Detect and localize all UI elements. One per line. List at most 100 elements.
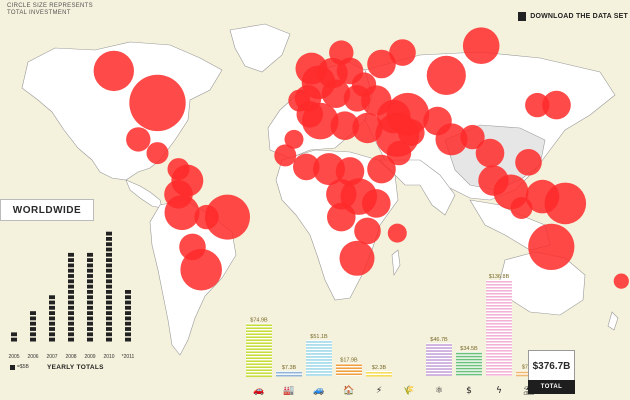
sector-bar-bg [336,363,362,376]
yearly-block [49,295,55,300]
investment-bubble[interactable] [284,129,304,149]
investment-bubble[interactable] [475,138,505,168]
yearly-block [49,300,55,305]
yearly-block [30,337,36,342]
investment-bubble[interactable] [367,49,396,79]
investment-bubble[interactable] [460,124,485,150]
investment-bubble[interactable] [510,197,533,219]
investment-bubble[interactable] [339,240,375,276]
sector-bar-stripe [486,359,512,361]
yearly-block [106,274,112,278]
sector-bar-stripe [426,365,452,367]
investment-bubble[interactable] [515,149,542,176]
sector-bar[interactable]: $17.9B [336,357,362,376]
investment-bubble[interactable] [362,189,391,218]
yearly-block [87,305,93,310]
sector-bar[interactable]: $136.8B [486,274,512,376]
sector-bar-stripe [486,305,512,307]
investment-bubble[interactable] [613,273,629,289]
year-tick-label: 2009 [84,354,95,360]
investment-bubble[interactable] [321,79,351,108]
sector-bar-stripe [486,338,512,340]
investment-bubble[interactable] [326,179,357,210]
yearly-block [87,263,93,268]
yearly-block [49,311,55,315]
sector-bar-stripe [246,366,272,369]
sector-value-label: $17.9B [340,357,358,363]
bolt-icon: ϟ [496,386,502,396]
sector-bar-stripe [456,352,482,355]
investment-bubble[interactable] [329,40,354,65]
investment-bubble[interactable] [352,112,383,144]
yearly-block [125,321,131,326]
investment-bubble[interactable] [354,217,381,245]
investment-bubble[interactable] [194,204,219,230]
investment-bubble[interactable] [462,27,500,64]
sector-bar-stripe [486,302,512,304]
yearly-block [125,337,131,342]
year-tick-label: 2008 [65,354,76,360]
investment-bubble[interactable] [351,72,377,97]
sector-value-label: $46.7B [430,337,448,343]
investment-bubble[interactable] [293,153,320,181]
sector-bar-stripe [486,347,512,349]
sector-bar[interactable]: $34.5B [456,346,482,376]
yearly-block [106,300,112,305]
investment-bubble[interactable] [398,119,425,146]
legend-key-text: =$5B [17,364,29,370]
investment-bubble[interactable] [387,223,407,243]
sector-bar-stripe [246,351,272,354]
yearly-block [49,321,55,326]
yearly-block [87,316,93,321]
investment-bubble[interactable] [327,202,356,232]
investment-bubble[interactable] [525,92,550,118]
investment-bubble[interactable] [367,154,396,184]
investment-bubble[interactable] [525,179,560,214]
sector-bar-stripe [486,374,512,376]
yearly-block [87,327,93,331]
sector-bar-stripe [486,368,512,370]
sector-bar[interactable]: $2.3B [366,365,392,377]
download-label: DOWNLOAD THE DATA SET [530,12,628,20]
investment-bubble[interactable] [542,90,571,120]
sector-bar[interactable]: $46.7B [426,337,452,376]
investment-bubble[interactable] [274,144,297,167]
sector-bar-stripe [246,375,272,378]
sector-bar[interactable]: $7.3B [276,365,302,377]
yearly-block [125,332,131,337]
sector-bar-stripe [306,368,332,370]
investment-bubble[interactable] [164,195,200,231]
yearly-block [106,242,112,247]
yearly-block [68,268,74,273]
investment-bubble[interactable] [205,194,250,240]
sector-bar-stripe [246,330,272,333]
investment-bubble[interactable] [126,127,151,152]
sector-bar-stripe [246,339,272,342]
sector-bar[interactable]: $74.9B [246,317,272,378]
investment-bubble[interactable] [129,74,186,132]
investment-bubble[interactable] [180,248,222,291]
investment-bubble[interactable] [386,140,412,166]
middle-east-india [379,159,456,216]
sector-bar-stripe [426,371,452,373]
investment-bubble[interactable] [435,123,468,156]
investment-bubble[interactable] [146,142,169,165]
yearly-block [68,337,74,342]
yearly-block [106,258,112,262]
download-dataset-button[interactable]: DOWNLOAD THE DATA SET [518,9,630,23]
sector-bar[interactable]: $51.1B [306,334,332,376]
document-icon [518,11,527,21]
investment-bubble[interactable] [426,55,466,95]
sector-bar-stripe [336,373,362,376]
sector-bar-stripe [486,356,512,358]
investment-bubble[interactable] [330,111,360,140]
sector-bar-stripe [306,347,332,349]
sector-bar-stripe [486,308,512,310]
investment-bubble[interactable] [302,102,339,140]
yearly-block [49,305,55,310]
investment-bubble[interactable] [528,223,575,270]
sector-bar-stripe [486,287,512,289]
investment-bubble[interactable] [93,50,134,92]
total-label: TOTAL [528,380,575,394]
investment-bubble[interactable] [389,39,416,66]
